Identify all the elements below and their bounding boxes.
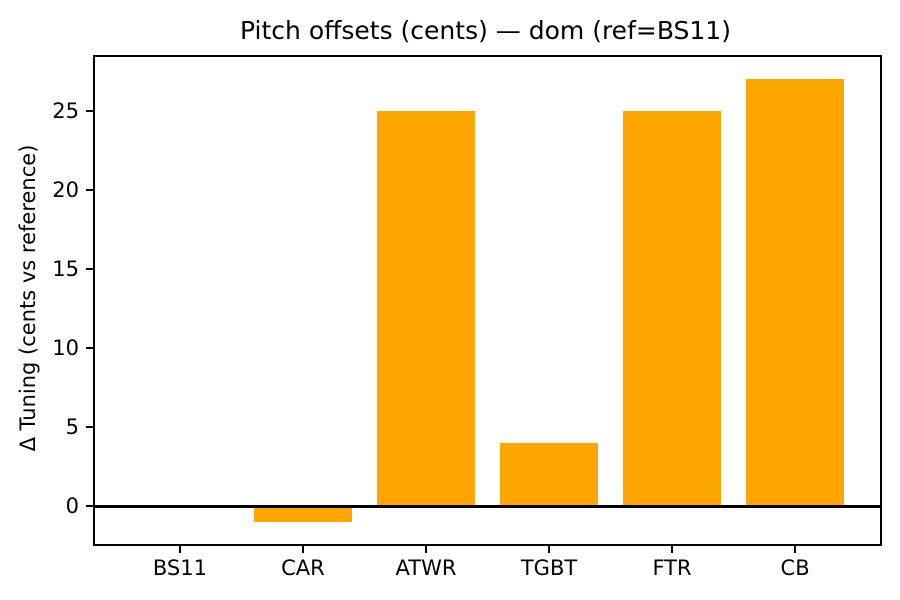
x-tick-label-CAR: CAR	[281, 556, 325, 580]
y-tick-label-5: 5	[65, 414, 79, 439]
y-tick-label-25: 25	[52, 98, 79, 123]
y-tick-mark-5	[86, 425, 93, 428]
x-tick-mark-FTR	[671, 546, 674, 553]
x-tick-mark-TGBT	[548, 546, 551, 553]
x-tick-mark-BS11	[178, 546, 181, 553]
bar-FTR	[622, 110, 722, 507]
y-tick-mark-20	[86, 188, 93, 191]
y-tick-mark-10	[86, 346, 93, 349]
chart-title: Pitch offsets (cents) — dom (ref=BS11)	[240, 16, 731, 45]
bar-TGBT	[499, 442, 599, 507]
x-tick-label-FTR: FTR	[652, 556, 692, 580]
x-tick-label-TGBT: TGBT	[520, 556, 578, 580]
bar-CB	[745, 79, 845, 507]
y-tick-mark-15	[86, 267, 93, 270]
x-tick-label-CB: CB	[780, 556, 810, 580]
bar-CAR	[253, 506, 353, 522]
y-tick-mark-0	[86, 505, 93, 508]
plot-area: BS11 CAR ATWR TGBT FTR CB 0 5 10 15 20 25	[52, 55, 882, 579]
bar-ATWR	[376, 110, 476, 507]
y-tick-label-15: 15	[52, 256, 79, 281]
x-tick-label-BS11: BS11	[152, 556, 207, 580]
x-tick-label-ATWR: ATWR	[395, 556, 457, 580]
y-tick-mark-25	[86, 109, 93, 112]
x-tick-mark-ATWR	[424, 546, 427, 553]
y-tick-label-10: 10	[52, 335, 79, 360]
y-tick-label-0: 0	[65, 494, 79, 519]
x-tick-mark-CAR	[301, 546, 304, 553]
x-tick-mark-CB	[794, 546, 797, 553]
y-tick-label-20: 20	[52, 177, 79, 202]
zero-line	[95, 504, 880, 508]
